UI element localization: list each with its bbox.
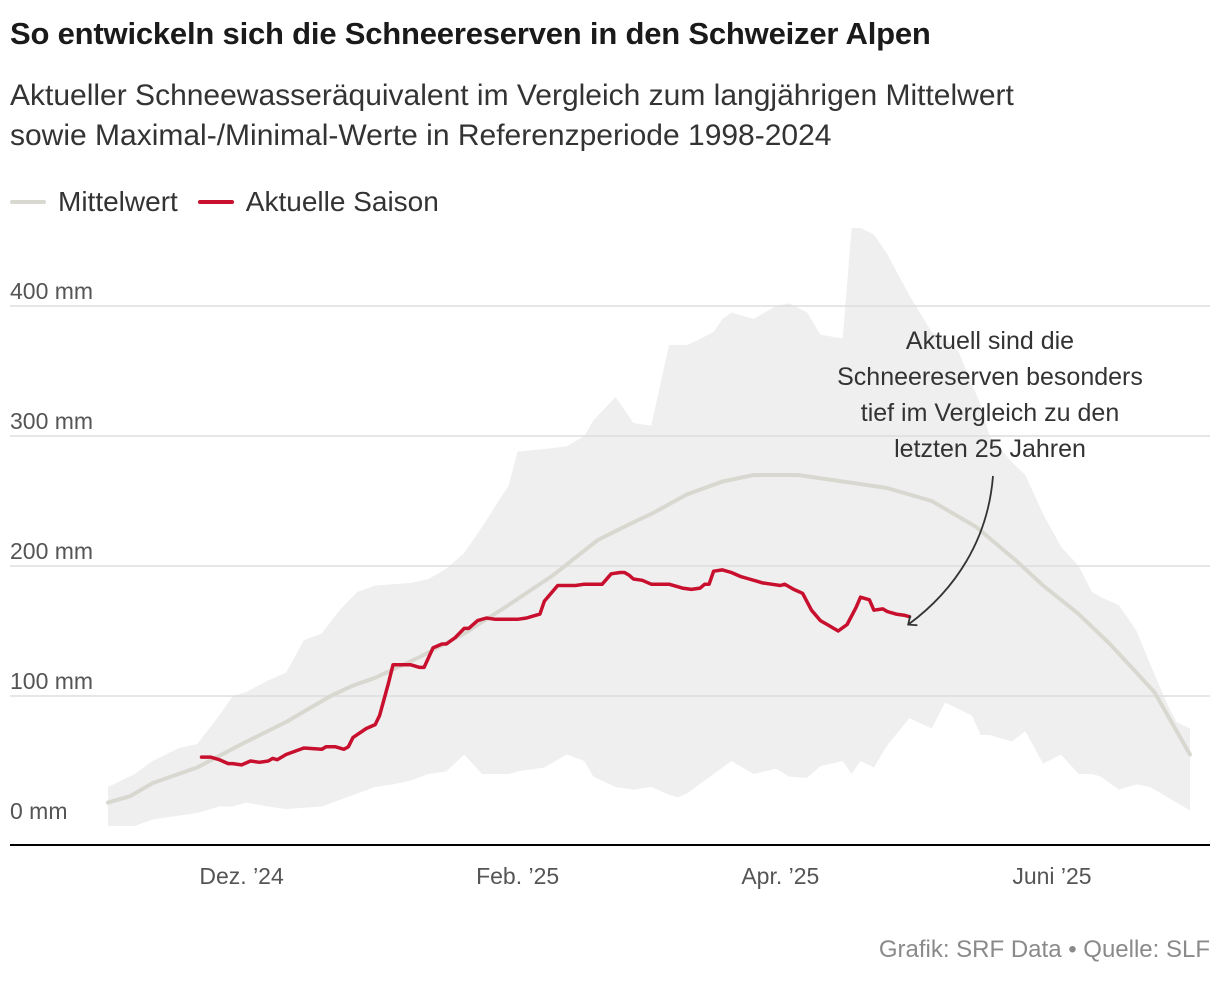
legend: Mittelwert Aktuelle Saison [10, 186, 459, 218]
annotation-text: Aktuell sind die [906, 327, 1074, 355]
mean-line [106, 473, 1192, 805]
x-tick-label: Apr. ’25 [741, 863, 819, 889]
y-tick-label: 100 mm [10, 668, 93, 694]
annotation-text: letzten 25 Jahren [894, 435, 1086, 463]
legend-label-mittelwert: Mittelwert [58, 186, 178, 217]
current-season-line [199, 568, 912, 767]
legend-label-aktuelle-saison: Aktuelle Saison [245, 186, 439, 217]
source-credit: Grafik: SRF Data • Quelle: SLF [878, 936, 1210, 963]
chart-title: So entwickeln sich die Schneereserven in… [10, 16, 931, 51]
x-tick-label: Feb. ’25 [476, 863, 559, 889]
chart-subtitle: Aktueller Schneewasseräquivalent im Verg… [10, 76, 1210, 156]
legend-item-mittelwert: Mittelwert [10, 186, 178, 218]
annotation-text: Schneereserven besonders [837, 363, 1143, 391]
x-tick-label: Dez. ’24 [199, 863, 284, 889]
legend-swatch-mittelwert [10, 200, 46, 204]
annotation-text: tief im Vergleich zu den [861, 399, 1119, 427]
y-tick-label: 200 mm [10, 538, 93, 564]
y-tick-label: 300 mm [10, 408, 93, 434]
legend-item-aktuelle-saison: Aktuelle Saison [197, 186, 439, 218]
legend-swatch-aktuelle-saison [197, 200, 234, 204]
y-tick-label: 0 mm [10, 798, 68, 824]
annotation-arrow [907, 475, 994, 627]
y-tick-label: 400 mm [10, 278, 93, 304]
subtitle-line-2: sowie Maximal-/Minimal-Werte in Referenz… [10, 119, 832, 152]
minmax-band [108, 228, 1190, 826]
x-tick-label: Juni ’25 [1012, 863, 1091, 889]
subtitle-line-1: Aktueller Schneewasseräquivalent im Verg… [10, 79, 1014, 112]
